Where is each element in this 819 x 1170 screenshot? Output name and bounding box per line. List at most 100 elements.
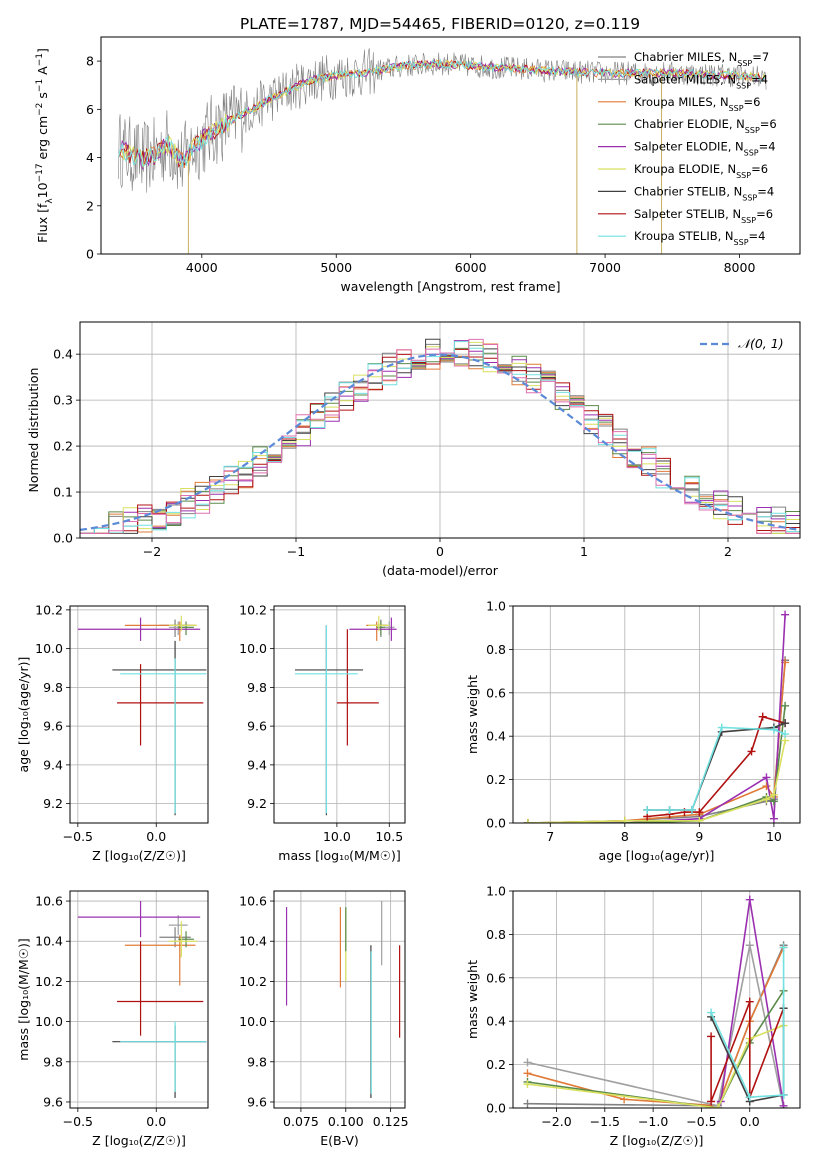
mass-weight-marker (762, 773, 771, 782)
figure-title: PLATE=1787, MJD=54465, FIBERID=0120, z=0… (240, 15, 640, 33)
mass-weight-marker (769, 814, 778, 823)
mass-weight-marker (762, 782, 771, 791)
y-tick-label: 0.0 (486, 816, 506, 831)
mass-weight-marker (779, 1101, 788, 1108)
observed-spectrum-line (118, 48, 767, 193)
mass-weight-marker (769, 725, 778, 734)
plot-area (294, 615, 397, 816)
y-tick-label: 9.6 (43, 719, 63, 734)
plot-area (523, 610, 790, 823)
y-tick-label: 10.2 (239, 602, 267, 617)
axes-frame (100, 36, 801, 255)
mass-weight-marker (707, 1008, 716, 1017)
x-tick-label: 8 (621, 829, 629, 844)
y-tick-label: 1.0 (486, 884, 506, 899)
x-axis-label: mass [log₁₀(M/M☉)] (278, 848, 400, 863)
legend-entry-sub: SSP (734, 238, 749, 247)
legend-entry-sub: SSP (742, 193, 757, 202)
y-tick-label: 9.8 (247, 1054, 267, 1069)
legend-entry-rest: =7 (752, 50, 769, 64)
mass-weight-line (710, 947, 785, 1099)
y-tick-label: 9.6 (43, 1094, 63, 1109)
x-tick-label: 7 (546, 829, 554, 844)
plot-area (285, 901, 401, 1098)
legend-entry-rest: =6 (760, 117, 777, 131)
mass-weight-marker (523, 1080, 532, 1089)
y-tick-label: 9.8 (43, 680, 63, 695)
y-tick-label: 0.6 (486, 685, 506, 700)
mass-weight-marker (523, 1069, 532, 1078)
legend-entry-rest: =6 (756, 207, 773, 221)
mass-weight-marker (687, 805, 696, 814)
axes-frame (69, 605, 209, 824)
y-tick-label: 2 (86, 198, 94, 213)
mass-weight-marker (745, 941, 754, 950)
y-tick-label: 9.8 (247, 680, 267, 695)
y-tick-label: 0.4 (53, 347, 73, 362)
x-tick-label: −1.5 (590, 1114, 620, 1129)
y-tick-label: 10.6 (35, 894, 63, 909)
y-tick-label: 10.0 (239, 1014, 267, 1029)
y-tick-label: 10.0 (35, 1014, 63, 1029)
y-axis-label-part: −2 (35, 103, 45, 116)
model-spectrum-line (118, 58, 767, 168)
legend-entry-sub: SSP (737, 59, 752, 68)
y-tick-label: 0.0 (486, 1101, 506, 1116)
plot-area (77, 615, 207, 816)
x-tick-label: 1 (580, 544, 588, 559)
axes-frame (79, 321, 801, 539)
mass-weight-marker (620, 816, 629, 823)
legend-entry-sub: SSP (745, 126, 760, 135)
mass-weight-marker (695, 808, 704, 817)
x-tick-label: 0.0 (740, 1114, 760, 1129)
x-tick-label: −0.5 (686, 1114, 716, 1129)
y-axis-label: Flux [fλ10−17 erg cm−2 s−1 A−1] (35, 48, 55, 243)
y-tick-label: 1.0 (486, 599, 506, 614)
axes-frame (273, 890, 406, 1109)
y-tick-label: 10.4 (35, 934, 63, 949)
axes-frame (512, 890, 801, 1109)
y-tick-label: 10.4 (239, 934, 267, 949)
normal-distribution-curve (80, 353, 800, 531)
legend-entry: Salpeter MILES, NSSP=4 (634, 72, 768, 90)
mass-weight-marker (779, 943, 788, 952)
legend-entry-base: Salpeter STELIB, N (634, 207, 741, 221)
x-tick-label: 2 (724, 544, 732, 559)
axes-frame (273, 605, 406, 824)
y-tick-label: 9.4 (247, 757, 267, 772)
x-tick-label: −2.0 (541, 1114, 571, 1129)
y-tick-label: 0.4 (486, 1014, 506, 1029)
y-tick-label: 0.4 (486, 729, 506, 744)
y-axis-label-part: erg cm (35, 116, 50, 164)
x-tick-label: 8000 (724, 260, 756, 275)
panel-age-vs-Z: −0.5 0.0 9.2 9.4 9.6 9.8 10.0 10.2 Z [log₁₀(Z/Z☉… (16, 602, 209, 863)
x-axis-label: Z [log₁₀(Z/Z☉)] (92, 848, 186, 863)
legend-entry-rest: =6 (751, 162, 768, 176)
x-axis-label: age [log₁₀(age/yr)] (599, 848, 715, 863)
legend-entry: Kroupa ELODIE, NSSP=6 (634, 162, 768, 180)
y-axis-label-part: −1 (35, 53, 45, 66)
y-tick-label: 9.2 (43, 796, 63, 811)
legend-entry-sub: SSP (741, 215, 756, 224)
y-axis-label-part: s (35, 92, 50, 103)
legend-entry-base: Kroupa ELODIE, N (634, 162, 736, 176)
plot-area (80, 338, 800, 534)
y-axis-label: mass weight (465, 960, 480, 1039)
x-tick-label: 0.0 (146, 829, 166, 844)
legend-entry-base: Chabrier STELIB, N (634, 184, 742, 198)
mass-weight-marker (665, 805, 674, 814)
x-tick-label: 5000 (320, 260, 352, 275)
axes-frame (69, 890, 209, 1109)
y-axis-label: mass [log₁₀(M/M☉)] (16, 938, 31, 1060)
y-tick-label: 6 (86, 102, 94, 117)
legend-entry-base: Salpeter ELODIE, N (634, 140, 744, 154)
mass-weight-line (527, 990, 785, 1108)
plot-area (77, 901, 207, 1098)
panel-age-vs-mass: 10.0 10.5 9.2 9.4 9.6 9.8 10.0 10.2 mass [log₁₀(… (239, 602, 406, 863)
mass-weight-marker (643, 805, 652, 814)
y-tick-label: 10.2 (35, 602, 63, 617)
x-tick-label: 10.5 (375, 829, 403, 844)
mass-weight-line (527, 662, 786, 823)
y-tick-label: 10.6 (239, 894, 267, 909)
